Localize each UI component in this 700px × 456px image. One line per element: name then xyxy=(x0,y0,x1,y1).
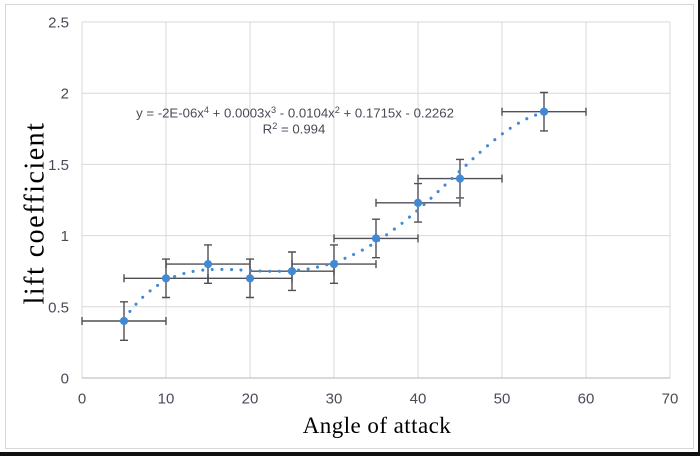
svg-text:2.5: 2.5 xyxy=(48,15,69,32)
svg-text:40: 40 xyxy=(410,391,427,408)
svg-text:10: 10 xyxy=(158,391,175,408)
svg-text:0.5: 0.5 xyxy=(48,299,69,316)
svg-text:R2 = 0.994: R2 = 0.994 xyxy=(263,121,326,137)
svg-text:2: 2 xyxy=(61,86,69,103)
svg-text:60: 60 xyxy=(578,391,595,408)
svg-text:30: 30 xyxy=(326,391,343,408)
svg-text:20: 20 xyxy=(242,391,259,408)
svg-text:lift coefficient: lift coefficient xyxy=(20,122,51,305)
svg-text:70: 70 xyxy=(662,391,679,408)
svg-text:1.5: 1.5 xyxy=(48,157,69,174)
svg-text:0: 0 xyxy=(61,371,69,388)
svg-text:1: 1 xyxy=(61,228,69,245)
svg-text:y = -2E-06x4 + 0.0003x3 - 0.01: y = -2E-06x4 + 0.0003x3 - 0.0104x2 + 0.1… xyxy=(136,105,454,121)
svg-text:50: 50 xyxy=(494,391,511,408)
svg-text:0: 0 xyxy=(78,391,86,408)
svg-text:Angle of attack: Angle of attack xyxy=(303,413,452,438)
